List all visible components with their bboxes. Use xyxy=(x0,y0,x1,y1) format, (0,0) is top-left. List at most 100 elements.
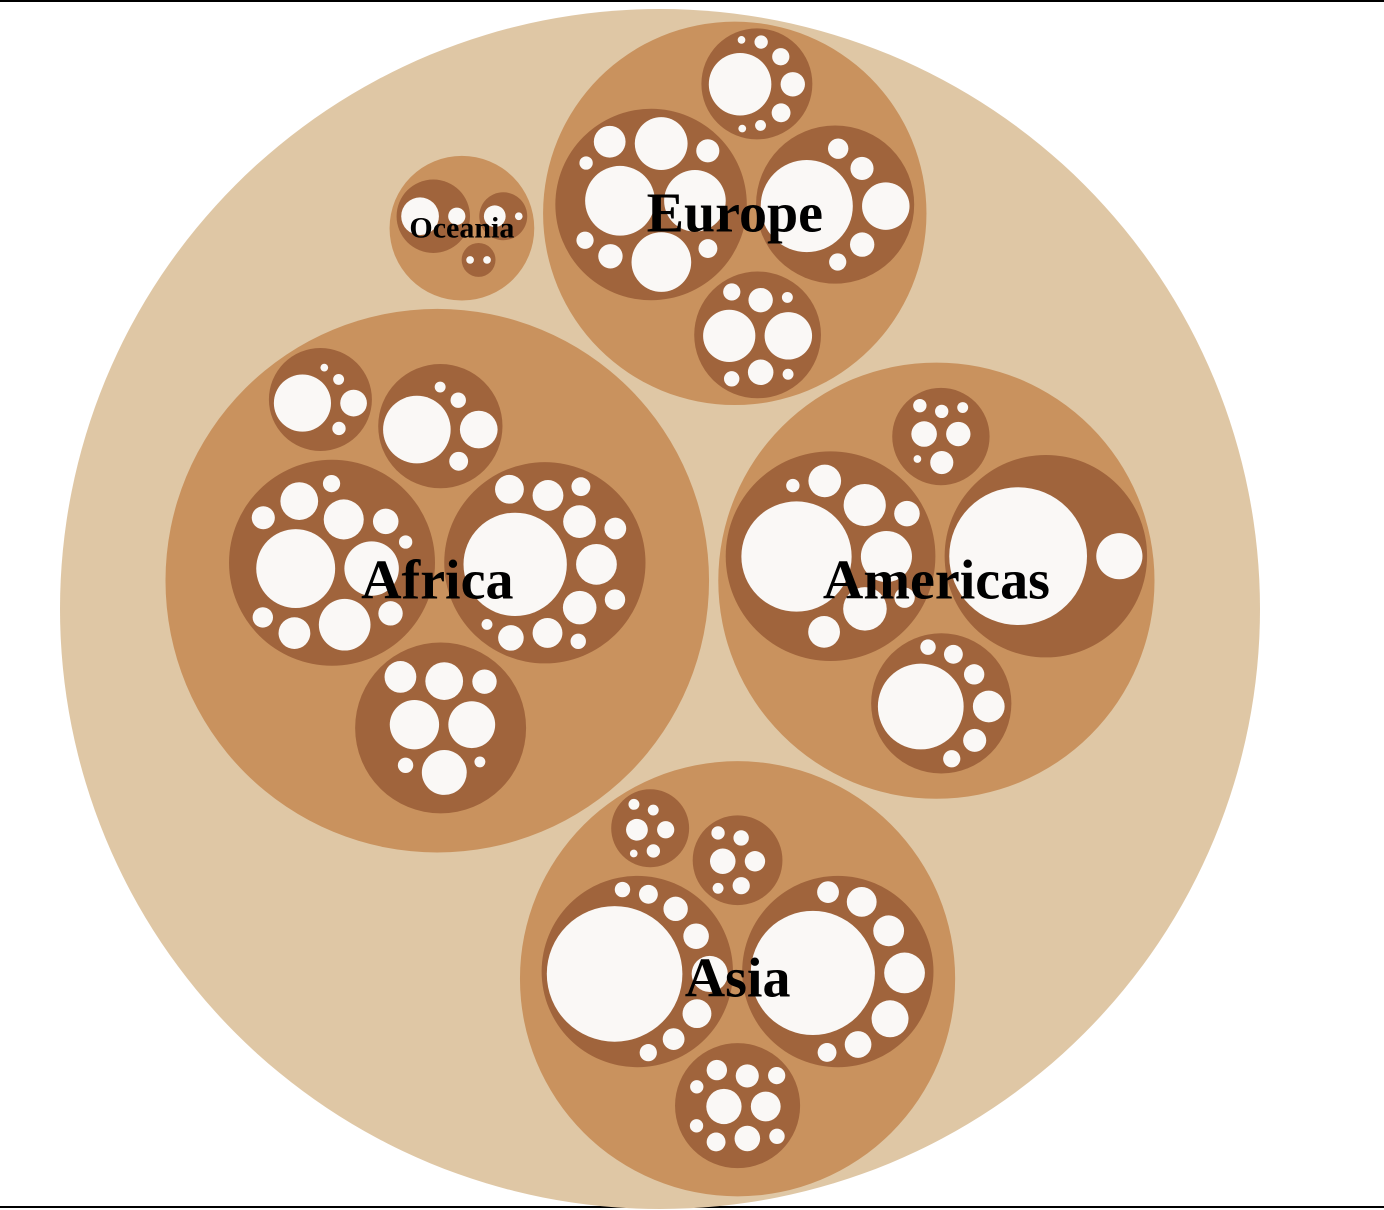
country-circle xyxy=(1096,533,1143,580)
country-circle xyxy=(495,474,524,504)
country-circle xyxy=(744,851,766,872)
country-circle xyxy=(943,750,961,768)
country-circle xyxy=(698,239,718,258)
country-circle xyxy=(690,1080,704,1094)
country-circle xyxy=(450,392,466,408)
country-circle xyxy=(463,512,567,617)
country-circle xyxy=(963,728,987,752)
country-circle xyxy=(748,287,773,313)
country-circle xyxy=(483,256,491,264)
country-circle xyxy=(425,662,464,700)
country-circle xyxy=(723,371,740,387)
country-circle xyxy=(946,421,971,447)
country-circle xyxy=(930,451,954,475)
country-circle xyxy=(598,244,623,269)
subregion-circle xyxy=(461,242,496,277)
country-circle xyxy=(843,587,887,631)
country-circle xyxy=(706,1059,728,1081)
country-circle xyxy=(711,826,725,840)
country-circle xyxy=(732,877,750,895)
country-circle xyxy=(706,1132,726,1152)
subregion-circle xyxy=(611,789,690,868)
country-circle xyxy=(384,661,417,693)
country-circle xyxy=(449,451,469,471)
country-circle xyxy=(251,506,275,530)
country-circle xyxy=(750,1091,781,1122)
country-circle xyxy=(957,402,969,413)
country-circle xyxy=(760,160,853,253)
country-circle xyxy=(278,617,311,649)
country-circle xyxy=(782,368,794,380)
country-circle xyxy=(657,821,675,839)
country-circle xyxy=(696,139,720,163)
country-circle xyxy=(963,664,985,685)
country-circle xyxy=(768,1066,786,1085)
country-circle xyxy=(683,923,709,949)
country-circle xyxy=(474,756,486,768)
country-circle xyxy=(817,881,839,904)
country-circle xyxy=(585,165,655,236)
country-circle xyxy=(871,1000,909,1038)
country-circle xyxy=(735,1064,759,1088)
country-circle xyxy=(737,36,746,44)
country-circle xyxy=(401,197,439,236)
country-circle xyxy=(397,757,414,773)
country-circle xyxy=(459,410,498,449)
country-circle xyxy=(571,477,591,497)
country-circle xyxy=(850,156,874,181)
country-circle xyxy=(913,398,927,413)
country-circle xyxy=(383,395,451,464)
country-circle xyxy=(733,830,749,846)
country-circle xyxy=(514,212,523,221)
country-circle xyxy=(639,1044,657,1062)
region-label-europe: Europe xyxy=(647,182,823,244)
country-circle xyxy=(256,529,336,609)
country-circle xyxy=(604,517,627,540)
country-circle xyxy=(843,483,886,527)
country-circle xyxy=(593,125,626,158)
country-circle xyxy=(769,1128,785,1144)
region-circle-asia xyxy=(519,761,956,1197)
country-circle xyxy=(318,598,371,651)
country-circle xyxy=(920,639,936,655)
country-circle xyxy=(708,52,772,116)
country-circle xyxy=(628,798,640,810)
country-circle xyxy=(943,644,963,664)
country-circle xyxy=(570,633,586,650)
country-circle xyxy=(894,500,920,527)
region-label-africa: Africa xyxy=(361,550,513,612)
country-circle xyxy=(466,256,474,264)
country-circle xyxy=(935,404,949,419)
country-circle xyxy=(741,501,852,612)
country-circle xyxy=(738,124,747,133)
country-circle xyxy=(372,508,399,535)
country-circle xyxy=(322,474,341,493)
country-circle xyxy=(706,1088,742,1125)
country-circle xyxy=(563,505,596,538)
country-circle xyxy=(754,35,768,49)
country-circle xyxy=(332,421,346,436)
subregion-circle xyxy=(694,271,821,399)
country-circle xyxy=(723,283,741,301)
country-circle xyxy=(703,309,756,362)
country-circle xyxy=(846,886,877,917)
country-circle xyxy=(781,291,793,303)
country-circle xyxy=(780,72,805,97)
country-circle xyxy=(664,170,726,232)
country-circle xyxy=(755,119,766,131)
country-circle xyxy=(682,999,712,1029)
country-circle xyxy=(483,205,506,228)
region-label-oceania: Oceania xyxy=(409,212,514,245)
country-circle xyxy=(817,1043,837,1062)
country-circle xyxy=(472,669,497,694)
labels-layer: Africa Americas Asia Europe Oceania xyxy=(361,182,1050,1009)
country-circle xyxy=(434,381,446,393)
country-circle xyxy=(498,625,524,651)
country-circle xyxy=(844,1031,872,1058)
country-circle xyxy=(911,421,937,447)
country-circle xyxy=(949,487,1088,626)
country-circle xyxy=(481,618,493,630)
country-circle xyxy=(389,700,440,750)
country-circle xyxy=(320,363,329,372)
